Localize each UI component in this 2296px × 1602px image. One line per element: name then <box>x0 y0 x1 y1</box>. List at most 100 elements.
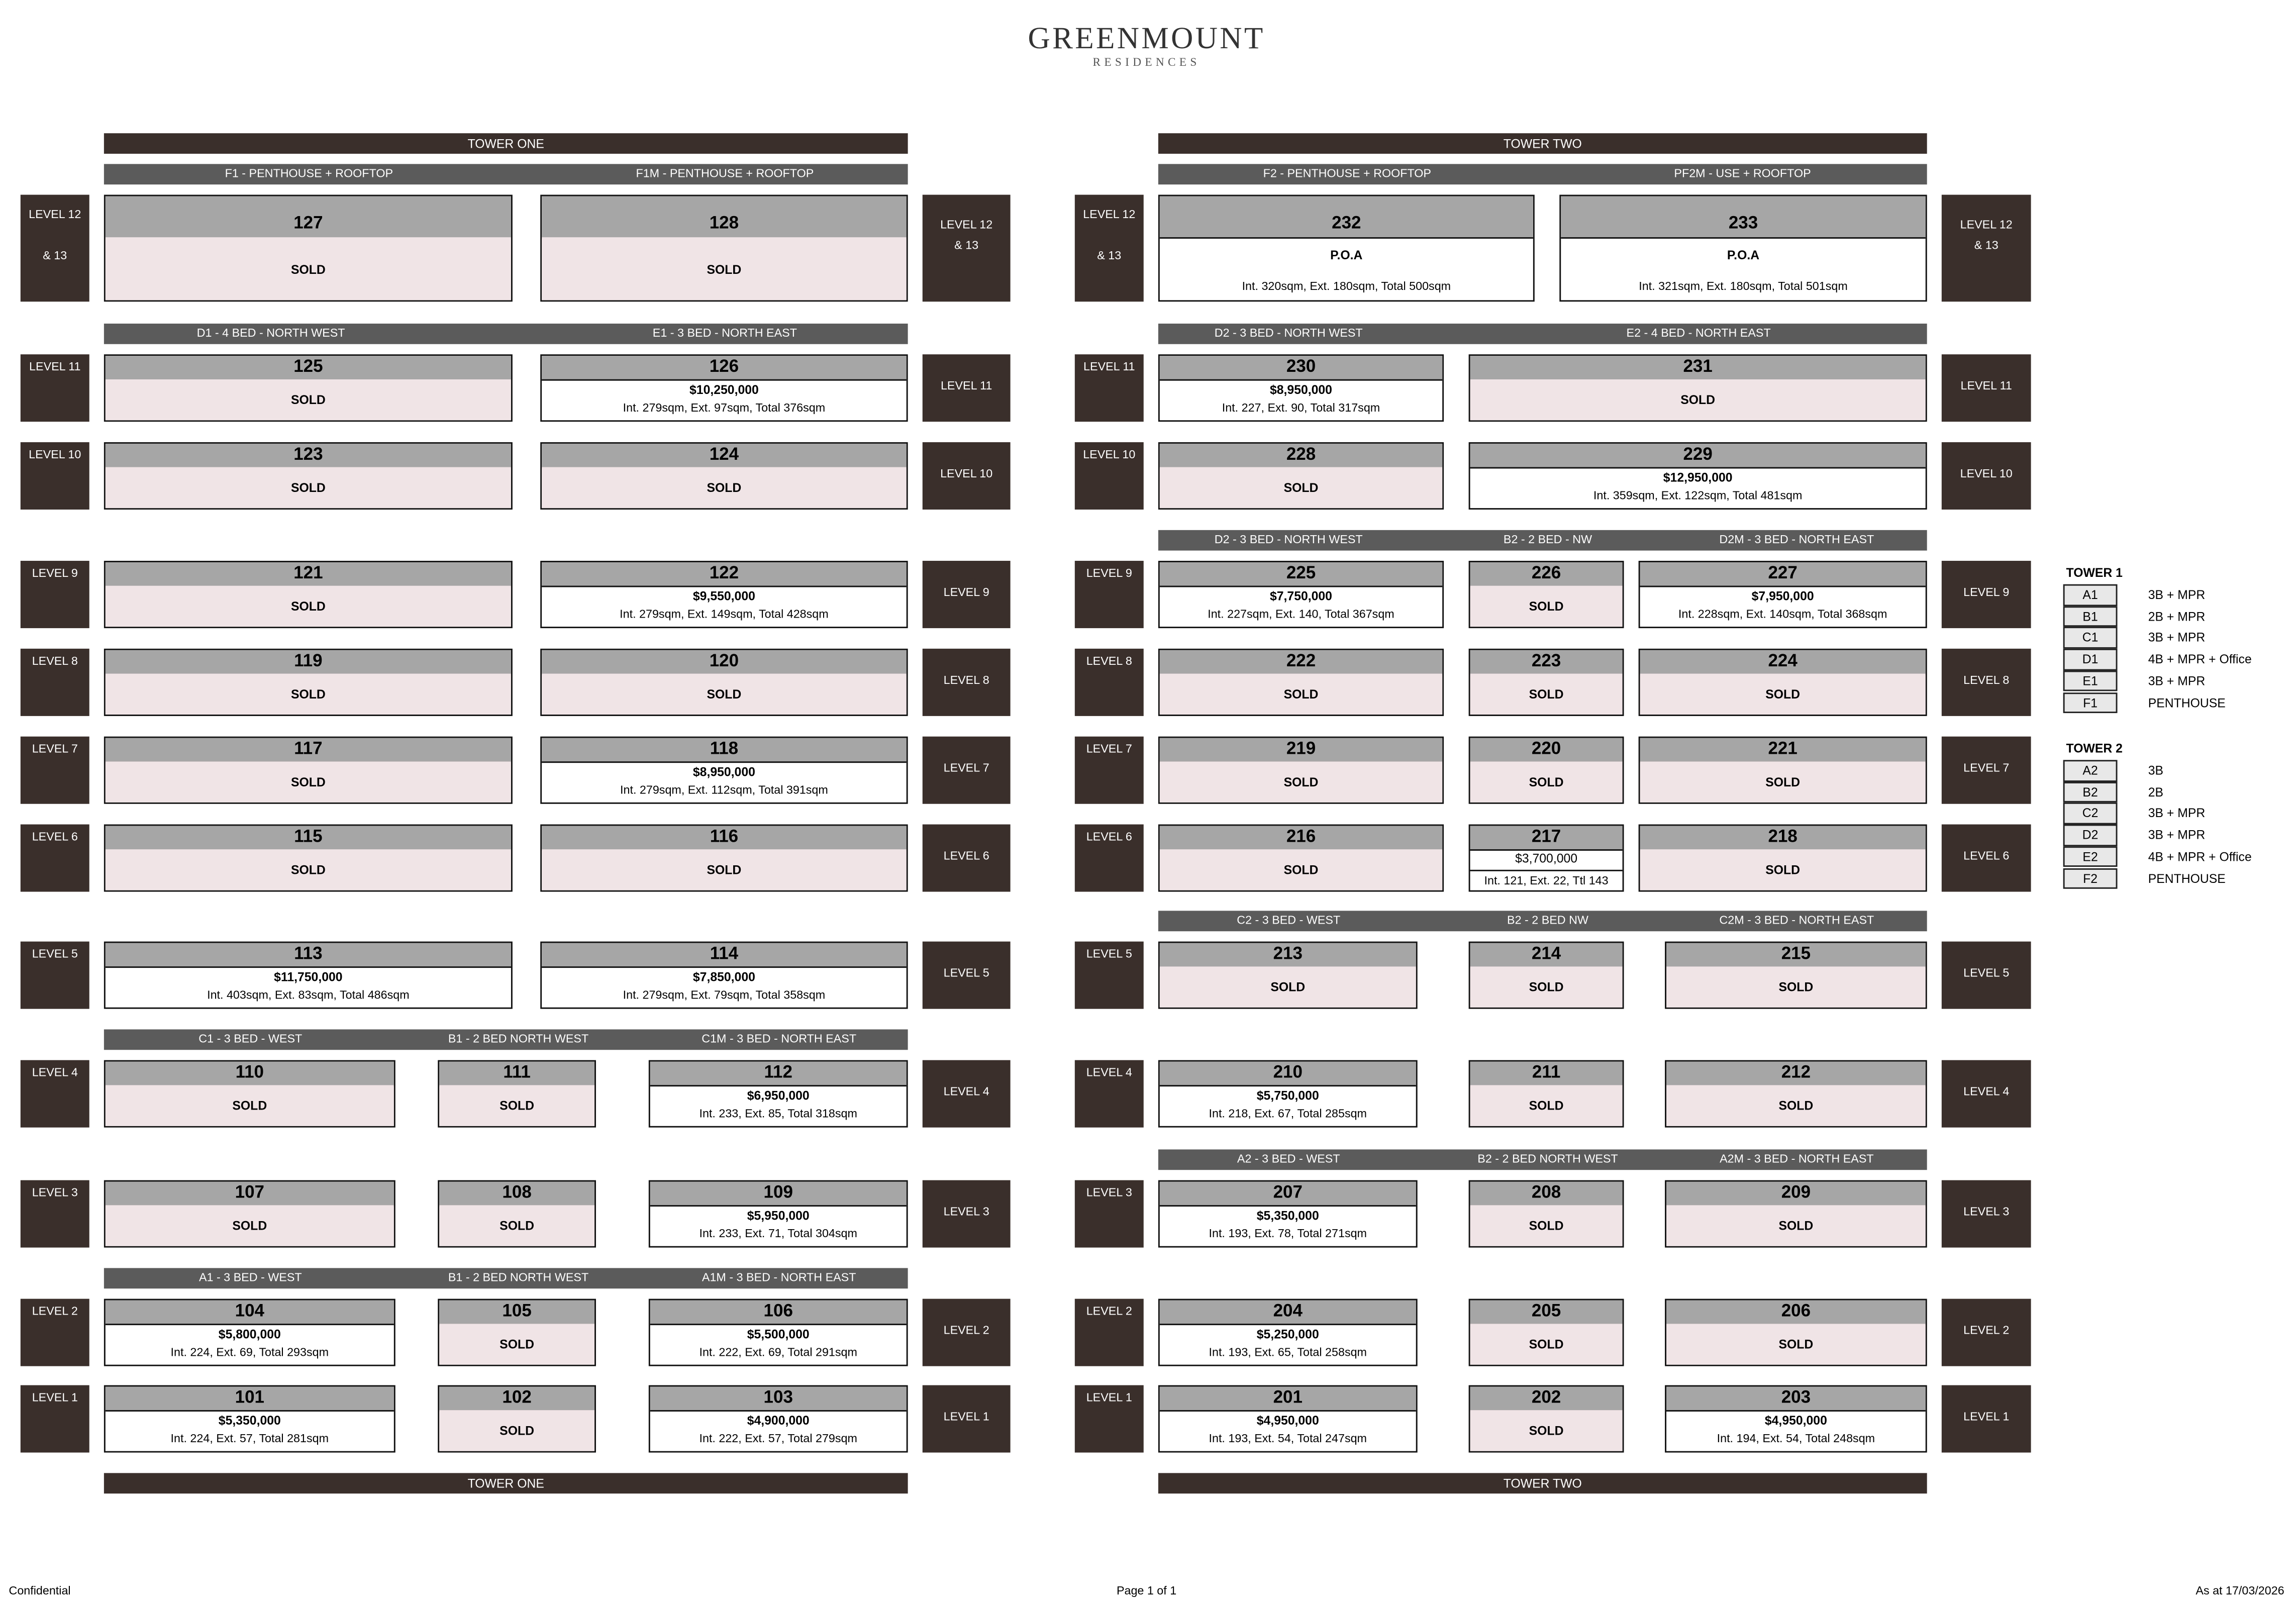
status-sold: SOLD <box>1765 686 1801 702</box>
unit-232[interactable]: 232 P.O.A Int. 320sqm, Ext. 180sqm, Total … <box>1158 194 1535 302</box>
level-label-text: LEVEL 11 <box>29 360 81 374</box>
unit-price: $5,350,000 <box>218 1413 281 1428</box>
unit-number: 204 <box>1159 1300 1416 1326</box>
level-label-left: LEVEL 7 <box>20 736 89 804</box>
status-sold: SOLD <box>707 686 742 702</box>
unit-125[interactable]: 125 SOLD <box>104 354 513 422</box>
unit-101[interactable]: 101 $5,350,000 Int. 224, Ext. 57, Total 28… <box>104 1385 395 1453</box>
unit-body: $4,950,000 Int. 194, Ext. 54, Total 248sq… <box>1666 1410 1926 1451</box>
unit-218[interactable]: 218 SOLD <box>1638 824 1927 892</box>
unit-202[interactable]: 202 SOLD <box>1468 1385 1624 1453</box>
unit-121[interactable]: 121 SOLD <box>104 561 513 629</box>
unit-217[interactable]: 217 $3,700,000 Int. 121, Ext. 22, Ttl 143 <box>1468 824 1624 892</box>
level-label-text-2: & 13 <box>43 249 67 262</box>
unit-102[interactable]: 102 SOLD <box>438 1385 596 1453</box>
unit-110[interactable]: 110 SOLD <box>104 1060 395 1128</box>
unit-107[interactable]: 107 SOLD <box>104 1180 395 1248</box>
unit-104[interactable]: 104 $5,800,000 Int. 224, Ext. 69, Total 29… <box>104 1298 395 1366</box>
unit-230[interactable]: 230 $8,950,000 Int. 227, Ext. 90, Total 31… <box>1158 354 1444 422</box>
unit-223[interactable]: 223 SOLD <box>1468 648 1624 716</box>
level-label-left: LEVEL 3 <box>20 1180 89 1248</box>
status-sold: SOLD <box>707 480 742 495</box>
unit-103[interactable]: 103 $4,900,000 Int. 222, Ext. 57, Total 27… <box>648 1385 908 1453</box>
unit-114[interactable]: 114 $7,850,000 Int. 279sqm, Ext. 79sqm, To… <box>540 941 908 1009</box>
unit-body: SOLD <box>105 761 511 803</box>
unit-number: 225 <box>1159 562 1443 587</box>
unit-113[interactable]: 113 $11,750,000 Int. 403sqm, Ext. 83sqm, T… <box>104 941 513 1009</box>
unit-type-label: B2 - 2 BED - NW <box>1503 533 1592 546</box>
unit-220[interactable]: 220 SOLD <box>1468 736 1624 804</box>
unit-205[interactable]: 205 SOLD <box>1468 1298 1624 1366</box>
unit-116[interactable]: 116 SOLD <box>540 824 908 892</box>
unit-106[interactable]: 106 $5,500,000 Int. 222, Ext. 69, Total 29… <box>648 1298 908 1366</box>
unit-109[interactable]: 109 $5,950,000 Int. 233, Ext. 71, Total 30… <box>648 1180 908 1248</box>
unit-body: SOLD <box>105 379 511 421</box>
unit-216[interactable]: 216 SOLD <box>1158 824 1444 892</box>
unit-207[interactable]: 207 $5,350,000 Int. 193, Ext. 78, Total 27… <box>1158 1180 1418 1248</box>
unit-210[interactable]: 210 $5,750,000 Int. 218, Ext. 67, Total 28… <box>1158 1060 1418 1128</box>
unit-105[interactable]: 105 SOLD <box>438 1298 596 1366</box>
unit-price: $4,950,000 <box>1256 1413 1319 1428</box>
unit-area: Int. 403sqm, Ext. 83sqm, Total 486sqm <box>207 988 410 1002</box>
unit-124[interactable]: 124 SOLD <box>540 442 908 510</box>
unit-225[interactable]: 225 $7,750,000 Int. 227sqm, Ext. 140, Tota… <box>1158 561 1444 629</box>
unit-120[interactable]: 120 SOLD <box>540 648 908 716</box>
unit-231[interactable]: 231 SOLD <box>1468 354 1927 422</box>
unit-number: 105 <box>439 1300 595 1326</box>
unit-127[interactable]: 127 SOLD <box>104 194 513 302</box>
unit-221[interactable]: 221 SOLD <box>1638 736 1927 804</box>
legend-code: D2 <box>2063 824 2118 846</box>
unit-122[interactable]: 122 $9,550,000 Int. 279sqm, Ext. 149sqm, T… <box>540 561 908 629</box>
unit-number: 126 <box>542 356 907 381</box>
level-label-text: LEVEL 5 <box>943 966 989 980</box>
unit-226[interactable]: 226 SOLD <box>1468 561 1624 629</box>
unit-area: Int. 193, Ext. 65, Total 258sqm <box>1209 1345 1367 1359</box>
unit-111[interactable]: 111 SOLD <box>438 1060 596 1128</box>
unit-119[interactable]: 119 SOLD <box>104 648 513 716</box>
level-label-text: LEVEL 7 <box>1963 761 2010 775</box>
level-label-text: LEVEL 4 <box>1086 1066 1132 1079</box>
unit-price: $9,550,000 <box>692 588 755 604</box>
unit-212[interactable]: 212 SOLD <box>1665 1060 1927 1128</box>
level-label-text: LEVEL 1 <box>1963 1410 2010 1424</box>
unit-203[interactable]: 203 $4,950,000 Int. 194, Ext. 54, Total 24… <box>1665 1385 1927 1453</box>
unit-204[interactable]: 204 $5,250,000 Int. 193, Ext. 65, Total 25… <box>1158 1298 1418 1366</box>
unit-201[interactable]: 201 $4,950,000 Int. 193, Ext. 54, Total 24… <box>1158 1385 1418 1453</box>
unit-body: SOLD <box>1640 673 1926 715</box>
unit-211[interactable]: 211 SOLD <box>1468 1060 1624 1128</box>
unit-body: $12,950,000 Int. 359sqm, Ext. 122sqm, Tot… <box>1470 467 1926 509</box>
unit-224[interactable]: 224 SOLD <box>1638 648 1927 716</box>
unit-112[interactable]: 112 $6,950,000 Int. 233, Ext. 85, Total 31… <box>648 1060 908 1128</box>
unit-227[interactable]: 227 $7,950,000 Int. 228sqm, Ext. 140sqm, T… <box>1638 561 1927 629</box>
unit-117[interactable]: 117 SOLD <box>104 736 513 804</box>
level-label-text: LEVEL 9 <box>1086 566 1132 580</box>
level-label-text: LEVEL 6 <box>1963 849 2010 863</box>
unit-body: SOLD <box>1470 1410 1623 1451</box>
unit-215[interactable]: 215 SOLD <box>1665 941 1927 1009</box>
unit-206[interactable]: 206 SOLD <box>1665 1298 1927 1366</box>
unit-area: Int. 233, Ext. 71, Total 304sqm <box>699 1227 857 1241</box>
unit-222[interactable]: 222 SOLD <box>1158 648 1444 716</box>
unit-body: P.O.A Int. 321sqm, Ext. 180sqm, Total 501… <box>1561 237 1926 300</box>
unit-123[interactable]: 123 SOLD <box>104 442 513 510</box>
unit-number: 107 <box>105 1181 394 1207</box>
legend-title: TOWER 1 <box>2066 565 2123 580</box>
legend-code: C2 <box>2063 803 2118 825</box>
level-label-text: LEVEL 11 <box>940 379 992 392</box>
unit-area: Int. 233, Ext. 85, Total 318sqm <box>699 1107 857 1121</box>
level-label-text: LEVEL 5 <box>32 947 78 961</box>
unit-115[interactable]: 115 SOLD <box>104 824 513 892</box>
unit-118[interactable]: 118 $8,950,000 Int. 279sqm, Ext. 112sqm, T… <box>540 736 908 804</box>
unit-128[interactable]: 128 SOLD <box>540 194 908 302</box>
unit-body: SOLD <box>105 585 511 627</box>
unit-209[interactable]: 209 SOLD <box>1665 1180 1927 1248</box>
unit-126[interactable]: 126 $10,250,000 Int. 279sqm, Ext. 97sqm, T… <box>540 354 908 422</box>
unit-233[interactable]: 233 P.O.A Int. 321sqm, Ext. 180sqm, Total … <box>1559 194 1927 302</box>
unit-208[interactable]: 208 SOLD <box>1468 1180 1624 1248</box>
unit-213[interactable]: 213 SOLD <box>1158 941 1418 1009</box>
unit-219[interactable]: 219 SOLD <box>1158 736 1444 804</box>
unit-228[interactable]: 228 SOLD <box>1158 442 1444 510</box>
unit-214[interactable]: 214 SOLD <box>1468 941 1624 1009</box>
unit-229[interactable]: 229 $12,950,000 Int. 359sqm, Ext. 122sqm, … <box>1468 442 1927 510</box>
unit-108[interactable]: 108 SOLD <box>438 1180 596 1248</box>
